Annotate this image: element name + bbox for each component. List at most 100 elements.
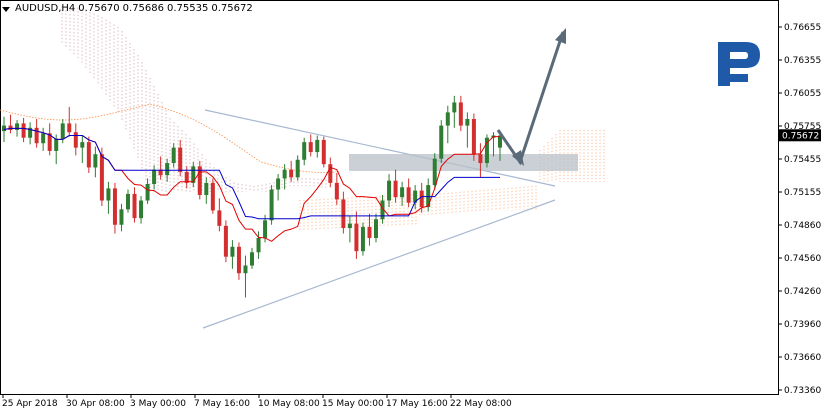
candle-body <box>498 135 502 148</box>
current-price-label: 0.75672 <box>782 131 819 141</box>
candle-body <box>21 123 26 138</box>
candle-body <box>191 166 196 183</box>
candle-body <box>471 118 476 155</box>
candle-body <box>184 171 189 183</box>
candle-body <box>73 132 78 148</box>
x-tick-label: 10 May 08:00 <box>258 399 320 409</box>
candle-body <box>15 123 20 131</box>
candle-body <box>171 147 176 164</box>
chevron-down-icon[interactable] <box>2 6 10 12</box>
y-tick-label: 0.73660 <box>784 353 821 363</box>
y-tick-label: 0.73360 <box>784 386 821 396</box>
candle-body <box>197 166 202 196</box>
low-value: 0.75535 <box>167 3 209 14</box>
y-tick-label: 0.75155 <box>784 188 821 198</box>
candle-body <box>452 102 457 113</box>
candle-body <box>34 127 39 144</box>
kijun-line <box>3 127 500 220</box>
candle-body <box>426 185 431 208</box>
open-value: 0.75670 <box>78 3 120 14</box>
candle-body <box>458 102 463 126</box>
cloud-lower-edge <box>0 103 340 173</box>
candle-body <box>419 190 424 208</box>
candle-body <box>328 164 333 183</box>
candle-body <box>86 142 91 168</box>
candle-body <box>236 246 241 274</box>
candle-body <box>432 158 437 186</box>
candle-body <box>360 226 365 252</box>
candle-body <box>374 219 378 238</box>
candle-body <box>158 169 163 176</box>
candle-body <box>263 220 268 238</box>
current-price-tag <box>779 129 821 142</box>
resistance-zone <box>349 154 578 171</box>
candle-body <box>243 265 248 274</box>
y-tick-label: 0.76355 <box>784 56 821 66</box>
candle-body <box>308 142 313 153</box>
candle-body <box>439 125 444 159</box>
candle-body <box>302 142 307 160</box>
candle-body <box>112 188 117 225</box>
x-tick-label: 7 May 16:00 <box>194 399 250 409</box>
candle-body <box>341 199 346 229</box>
candle-body <box>387 180 392 201</box>
plot-frame <box>0 0 779 395</box>
y-tick-label: 0.76055 <box>784 89 821 99</box>
candle-body <box>400 187 405 198</box>
x-tick-label: 15 May 00:00 <box>322 399 384 409</box>
candle-body <box>276 178 281 190</box>
high-value: 0.75686 <box>122 3 165 14</box>
x-tick-label: 25 Apr 2018 <box>2 399 58 409</box>
candle-body <box>165 163 170 176</box>
candle-body <box>106 188 111 201</box>
candle-body <box>28 127 33 138</box>
chart-header: AUDUSD,H4 0.75670 0.75686 0.75535 0.7567… <box>2 3 253 14</box>
candle-body <box>445 112 450 126</box>
candle-body <box>413 190 418 203</box>
x-tick-label: 17 May 16:00 <box>386 399 448 409</box>
candle-body <box>2 125 6 132</box>
candle-body <box>380 200 385 220</box>
candle-body <box>354 223 359 252</box>
candle-body <box>145 183 150 201</box>
candle-body <box>8 125 13 131</box>
x-tick-label: 22 May 08:00 <box>450 399 512 409</box>
y-tick-label: 0.74860 <box>784 221 821 231</box>
candle-body <box>93 154 98 168</box>
candle-body <box>321 139 326 165</box>
forecast-arrow <box>496 31 565 166</box>
candle-body <box>178 147 183 172</box>
candle-body <box>54 138 59 151</box>
candle-body <box>289 169 294 178</box>
candle-body <box>47 133 52 151</box>
candle-body <box>315 139 320 153</box>
candle-body <box>393 180 398 198</box>
candle-body <box>295 159 300 178</box>
candle-body <box>250 252 254 266</box>
candle-body <box>217 210 222 226</box>
candle-body <box>282 169 287 179</box>
candle-body <box>67 123 72 133</box>
candle-body <box>132 193 137 219</box>
candle-body <box>119 209 124 225</box>
lower-trendline <box>202 199 556 329</box>
candle-body <box>80 142 85 148</box>
x-tick-label: 3 May 00:00 <box>130 399 186 409</box>
x-tick-label: 30 Apr 08:00 <box>66 399 125 409</box>
y-tick-label: 0.75455 <box>784 155 821 165</box>
y-tick-label: 0.75755 <box>784 122 821 132</box>
candle-body <box>334 182 339 200</box>
candle-body <box>347 223 352 229</box>
candle-body <box>465 118 470 126</box>
y-tick-label: 0.74560 <box>784 254 821 264</box>
candle-body <box>256 237 261 253</box>
candle-body <box>210 182 215 211</box>
y-tick-label: 0.74260 <box>784 287 821 297</box>
candle-body <box>269 189 274 221</box>
candle-body <box>41 133 46 144</box>
upper-trendline <box>204 109 556 187</box>
symbol-label: AUDUSD,H4 <box>15 3 76 14</box>
candle-body <box>367 226 372 238</box>
